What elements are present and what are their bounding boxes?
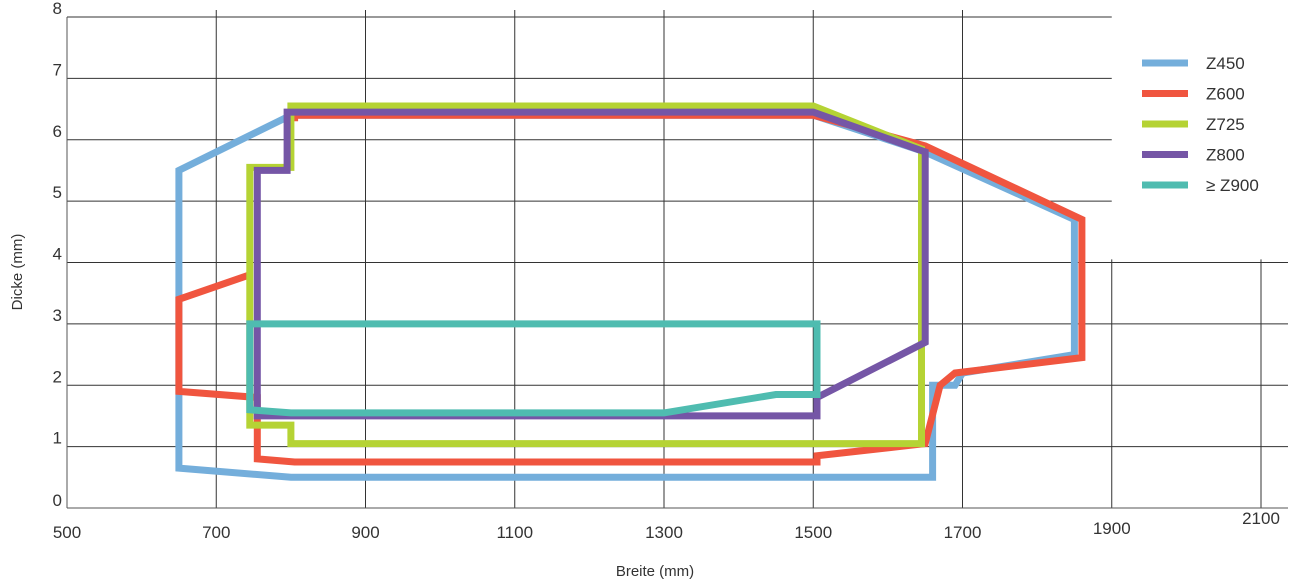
legend-label: Z800 xyxy=(1206,146,1245,165)
x-tick-label: 1100 xyxy=(496,523,533,542)
y-tick-label: 8 xyxy=(53,0,62,18)
axes xyxy=(66,17,1288,509)
legend-label: Z600 xyxy=(1206,85,1245,104)
legend: Z450 Z600 Z725 Z800 ≥ Z900 xyxy=(1142,54,1259,195)
x-tick-label: 1700 xyxy=(944,523,982,542)
legend-label: Z725 xyxy=(1206,115,1245,134)
x-tick-label: 900 xyxy=(351,523,379,542)
series-line xyxy=(246,102,925,448)
series-line xyxy=(246,320,821,417)
y-tick-label: 3 xyxy=(53,306,62,325)
x-tick-label: 1500 xyxy=(794,523,832,542)
x-tick-label: 1900 xyxy=(1093,519,1131,538)
x-tick-label: 2100 xyxy=(1242,509,1280,528)
y-tick-label: 7 xyxy=(53,60,62,79)
y-tick-labels: 0 1 2 3 4 5 6 7 8 xyxy=(53,0,62,510)
y-tick-label: 5 xyxy=(53,183,62,202)
y-tick-label: 2 xyxy=(53,367,62,386)
x-tick-labels: 500 700 900 1100 1300 1500 1700 1900 2100 xyxy=(53,509,1280,542)
series-group xyxy=(175,102,1086,481)
y-tick-label: 4 xyxy=(53,245,62,264)
legend-label: ≥ Z900 xyxy=(1206,176,1259,195)
series-line xyxy=(253,108,929,420)
y-axis-label: Dicke (mm) xyxy=(9,234,26,311)
legend-label: Z450 xyxy=(1206,54,1245,73)
y-tick-label: 1 xyxy=(53,429,62,448)
x-axis-label: Breite (mm) xyxy=(616,563,694,580)
x-tick-label: 700 xyxy=(202,523,230,542)
y-tick-label: 6 xyxy=(53,122,62,141)
y-tick-label: 0 xyxy=(53,491,62,510)
x-tick-label: 1300 xyxy=(645,523,683,542)
x-tick-label: 500 xyxy=(53,523,81,542)
series-line xyxy=(175,111,1078,481)
